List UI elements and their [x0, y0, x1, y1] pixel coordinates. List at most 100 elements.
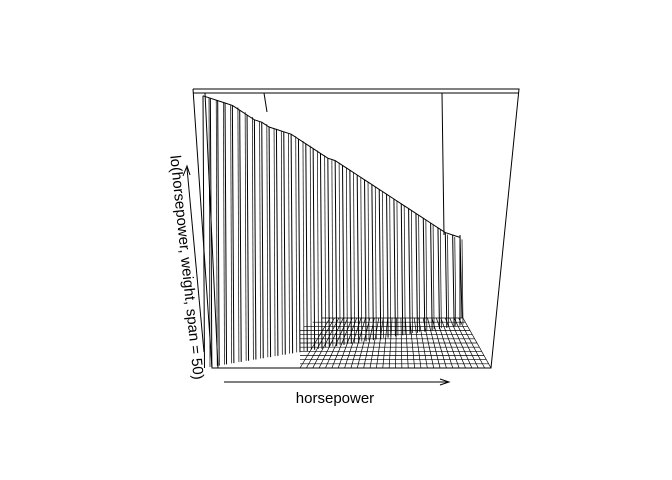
- surface-slice-line: [408, 208, 411, 335]
- surface-slice-line: [403, 205, 406, 335]
- surface-slice-line: [356, 174, 360, 343]
- surface-slice-line: [345, 167, 348, 344]
- surface-slice-line: [437, 227, 440, 330]
- surface-slice-line: [280, 131, 283, 355]
- floor-col-line: [409, 317, 415, 369]
- surface-slice-line: [439, 229, 442, 329]
- y-axis-label: lo(horsepower, weight, span = 50): [166, 154, 206, 380]
- floor-col-line: [418, 317, 428, 369]
- floor-col-line: [400, 317, 403, 369]
- box-back-edge-right: [441, 92, 445, 236]
- x-axis-arrowhead: [439, 378, 451, 386]
- surface-slice-line: [275, 129, 279, 356]
- surface-top-profile: [202, 95, 461, 238]
- surface-slice-line: [452, 234, 455, 327]
- axis-arrows: [182, 164, 451, 386]
- surface-slice-line: [266, 124, 269, 358]
- floor-col-line: [363, 317, 375, 369]
- surface-slice-line: [371, 184, 374, 341]
- surface-slice-line: [349, 170, 352, 344]
- surface-slice-line: [297, 138, 301, 353]
- surface-slice-line: [396, 200, 399, 336]
- surface-slice-line: [268, 126, 272, 358]
- surface-slice-line: [411, 210, 413, 334]
- surface-slice-line: [209, 98, 213, 367]
- surface-slice-line: [302, 140, 305, 352]
- floor-col-line: [306, 317, 335, 369]
- surface-slice-line: [288, 133, 290, 354]
- surface-slice-line: [386, 194, 389, 338]
- surface-slice-line: [231, 105, 235, 364]
- surface-slice-line: [422, 218, 426, 332]
- surface-slice-line: [224, 102, 228, 365]
- surface-slice-line: [246, 114, 250, 361]
- surface-slice-line: [364, 179, 367, 342]
- surface-slice-line: [415, 213, 418, 333]
- surface-slice-line: [334, 160, 338, 347]
- floor-col-line: [331, 317, 353, 369]
- surface-slice-line: [317, 150, 319, 349]
- surface-slice-line: [327, 158, 330, 348]
- surface-slice-line: [461, 239, 464, 325]
- floor-col-line: [395, 317, 397, 369]
- surface-slice-line: [309, 145, 312, 351]
- surface-slice-line: [253, 119, 257, 360]
- surface-slice-line: [230, 104, 233, 364]
- y-axis-arrow-line: [186, 167, 205, 353]
- surface-slice-line: [400, 203, 404, 336]
- surface-slice-line: [382, 191, 384, 338]
- surface-slice-line: [454, 236, 457, 326]
- surface-slice-line: [223, 102, 225, 365]
- surface-slice-line: [331, 160, 334, 347]
- floor-col-line: [453, 317, 479, 369]
- surface-slice-line: [374, 186, 377, 340]
- floor-col-line: [440, 317, 460, 369]
- surface-slice-line: [283, 131, 286, 355]
- surface-slice-line: [261, 122, 264, 359]
- y-axis-arrowhead: [182, 164, 191, 177]
- surface-slice-line: [295, 136, 298, 353]
- surface-slice-line: [342, 165, 345, 345]
- surface-slice-line: [290, 134, 294, 354]
- x-axis-label: horsepower: [296, 390, 374, 407]
- floor-col-line: [388, 317, 393, 369]
- surface-slice-line: [237, 107, 240, 363]
- surface-slice-line: [319, 153, 323, 349]
- surface-slice-line: [215, 100, 218, 366]
- surface-slice-line: [367, 181, 370, 341]
- floor-col-line: [405, 317, 409, 369]
- surface-slice-line: [389, 196, 392, 337]
- surface-slice-line: [378, 189, 382, 339]
- box-back-edge-left: [263, 92, 268, 113]
- surface-right-edge: [459, 234, 463, 319]
- floor-col-line: [356, 317, 371, 369]
- surface-slice-line: [418, 215, 420, 332]
- surface-slice-line: [393, 198, 396, 337]
- surface-mesh: [202, 92, 464, 369]
- surface-left-edge: [204, 92, 219, 369]
- floor-col-line: [318, 317, 344, 369]
- surface-slice-line: [208, 97, 211, 368]
- surface-slice-line: [305, 143, 308, 352]
- floor-col-line: [462, 317, 492, 369]
- surface-slice-line: [447, 234, 449, 327]
- surface-slice-line: [244, 112, 247, 361]
- floor-col-line: [382, 317, 388, 369]
- surface-slice-line: [252, 116, 254, 360]
- surface-slice-line: [259, 121, 261, 359]
- floor-col-line: [458, 317, 485, 369]
- surface-slice-line: [217, 100, 220, 366]
- floor-col-line: [376, 317, 384, 369]
- surface-slice-line: [430, 222, 433, 331]
- surface-slice-line: [338, 162, 341, 346]
- surface-slice-line: [202, 95, 205, 369]
- surface-slice-line: [425, 220, 428, 331]
- floor-col-line: [413, 317, 422, 369]
- surface-slice-line: [360, 176, 363, 342]
- surface-slice-line: [432, 224, 435, 330]
- surface-slice-line: [444, 232, 448, 328]
- floor-col-line: [449, 317, 473, 369]
- surface-slice-line: [273, 128, 276, 357]
